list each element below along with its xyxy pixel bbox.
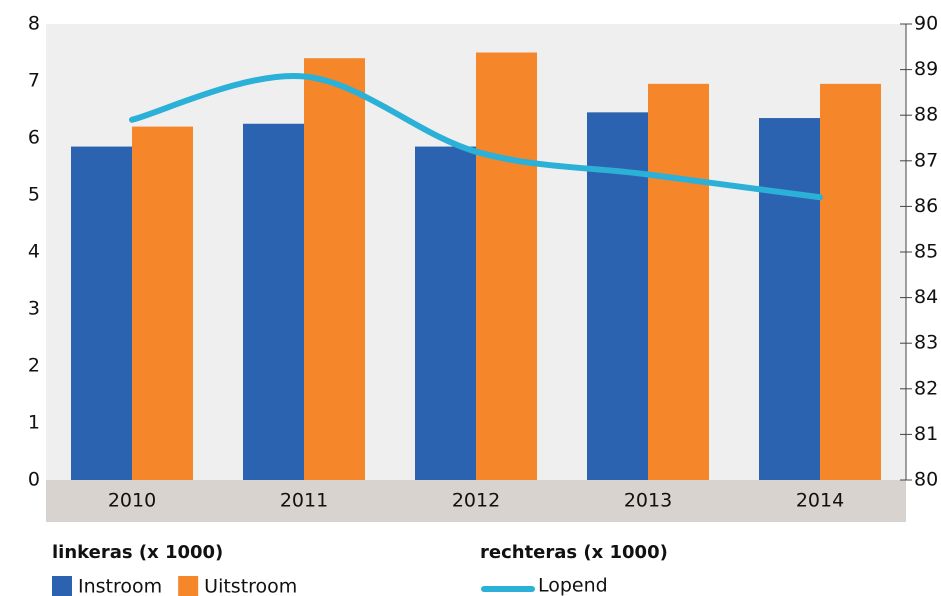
y2-tick-label: 87 xyxy=(914,149,938,171)
y2-tick-label: 86 xyxy=(914,195,938,217)
bar xyxy=(243,123,304,480)
y2-tick-label: 82 xyxy=(914,377,938,399)
y-tick-label: 1 xyxy=(28,412,40,434)
legend-swatch xyxy=(52,576,72,596)
y-tick-label: 7 xyxy=(28,70,40,92)
y-tick-label: 8 xyxy=(28,13,40,35)
bar xyxy=(71,146,132,481)
x-tick-label: 2011 xyxy=(280,490,328,512)
y2-tick-label: 89 xyxy=(914,58,938,80)
bar xyxy=(820,83,881,480)
y-tick-label: 6 xyxy=(28,127,40,149)
legend-swatch xyxy=(178,576,199,596)
y2-tick-label: 84 xyxy=(914,286,938,308)
y2-tick-label: 80 xyxy=(914,469,938,491)
bar xyxy=(759,118,820,481)
x-tick-label: 2010 xyxy=(108,490,156,512)
line xyxy=(129,72,823,201)
x-axis-band xyxy=(46,480,906,522)
y2-tick-label: 90 xyxy=(914,13,938,35)
y-tick-label: 4 xyxy=(28,241,40,263)
y-tick-label: 3 xyxy=(28,298,40,320)
y2-tick-label: 81 xyxy=(914,423,938,445)
bar xyxy=(476,52,537,480)
bar xyxy=(648,83,709,480)
x-tick-label: 2013 xyxy=(624,490,672,512)
left-legend-title: linkeras (x 1000) xyxy=(52,542,223,563)
y2-tick-label: 88 xyxy=(914,104,938,126)
bar xyxy=(132,126,193,480)
y-tick-label: 0 xyxy=(28,469,40,491)
x-tick-label: 2014 xyxy=(796,490,844,512)
x-tick-label: 2012 xyxy=(452,490,500,512)
bar xyxy=(304,58,365,480)
y2-tick-label: 85 xyxy=(914,241,938,263)
bar xyxy=(415,146,476,481)
right-legend-title: rechteras (x 1000) xyxy=(480,542,668,563)
legend-label: Uitstroom xyxy=(204,576,297,596)
legend-label: Lopend xyxy=(538,575,608,596)
y2-tick-label: 83 xyxy=(914,332,938,354)
y-tick-label: 5 xyxy=(28,184,40,206)
legend-label: Instroom xyxy=(78,576,162,596)
y-tick-label: 2 xyxy=(28,355,40,377)
